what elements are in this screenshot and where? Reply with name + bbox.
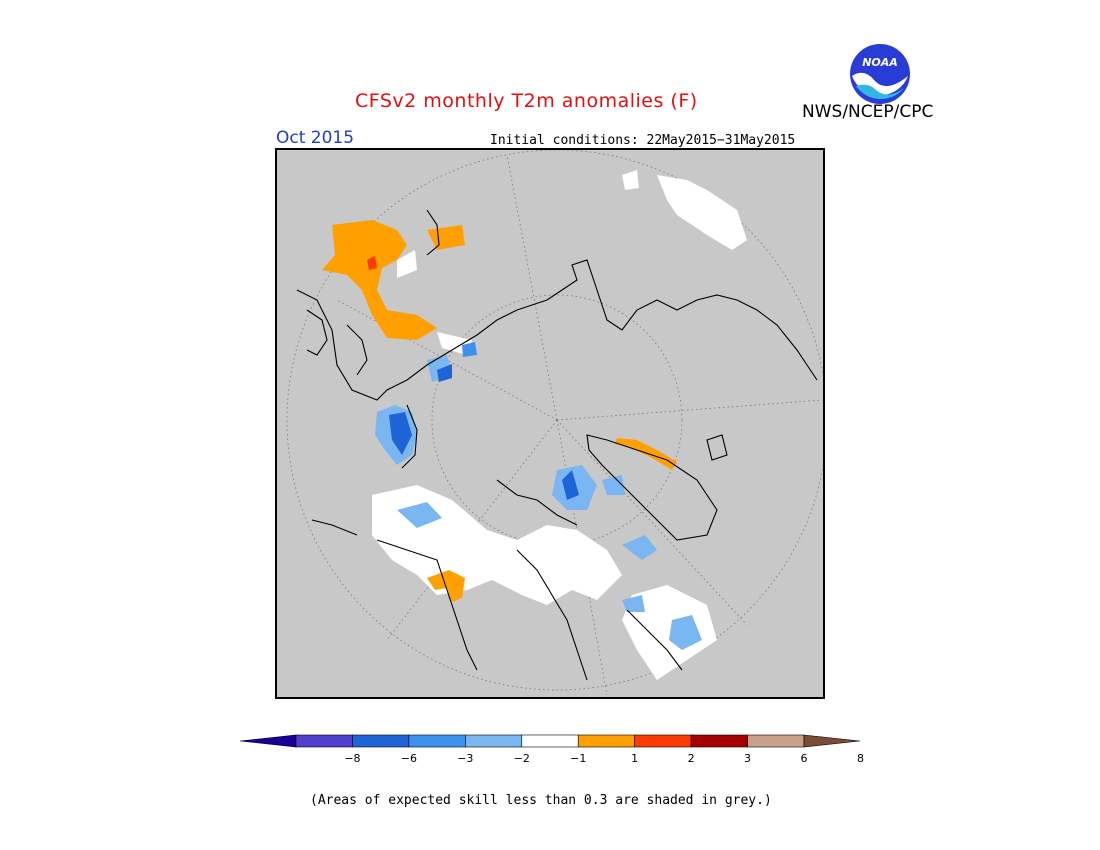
forecast-month: Oct 2015 — [276, 128, 355, 148]
colorbar-label: 8 — [856, 752, 864, 765]
colorbar-label: −6 — [400, 752, 417, 765]
colorbar-segment — [634, 734, 692, 748]
greenland-warm-strip — [615, 438, 677, 470]
colorbar — [240, 734, 861, 748]
colorbar-segment — [577, 734, 635, 748]
coastlines — [296, 209, 818, 681]
colorbar-low-arrow — [240, 734, 297, 748]
colorbar-label: 6 — [800, 752, 808, 765]
map-panel — [275, 148, 825, 699]
polar-map — [277, 150, 823, 697]
noaa-logo-text: NOAA — [862, 56, 898, 69]
colorbar-segment — [352, 734, 410, 748]
agency-label: NWS/NCEP/CPC — [802, 102, 934, 122]
colorbar-label: −1 — [570, 752, 587, 765]
colorbar-high-arrow — [803, 734, 861, 748]
colorbar-label: 3 — [744, 752, 752, 765]
noaa-logo: NOAA — [850, 44, 910, 104]
colorbar-segment — [408, 734, 466, 748]
colorbar-segment — [690, 734, 748, 748]
colorbar-segment — [295, 734, 353, 748]
colorbar-label: 2 — [687, 752, 695, 765]
north-america-white-region — [372, 465, 717, 680]
initial-conditions: Initial conditions: 22May2015−31May2015 — [490, 133, 796, 148]
chart-title: CFSv2 monthly T2m anomalies (F) — [355, 90, 698, 112]
west-europe-cold-region — [375, 342, 477, 465]
colorbar-segment — [747, 734, 805, 748]
colorbar-label: −2 — [513, 752, 530, 765]
colorbar-label: −3 — [457, 752, 474, 765]
skill-footnote: (Areas of expected skill less than 0.3 a… — [310, 793, 772, 808]
colorbar-segment — [521, 734, 579, 748]
colorbar-label: 1 — [631, 752, 639, 765]
colorbar-label: −8 — [344, 752, 361, 765]
colorbar-segment — [465, 734, 523, 748]
northeast-white-region — [622, 170, 747, 250]
